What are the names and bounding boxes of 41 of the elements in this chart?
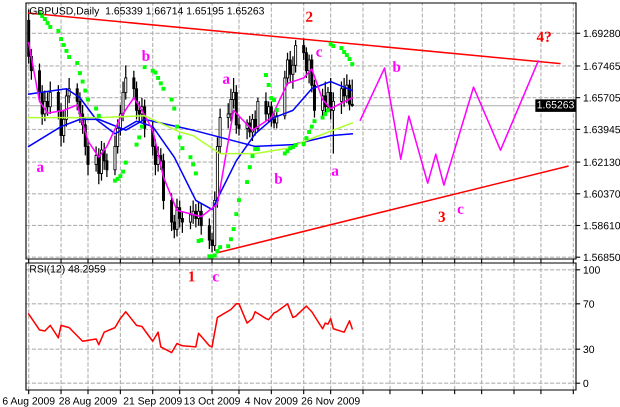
y-tick-label: 1.60370	[584, 190, 620, 198]
annotation: b	[274, 172, 282, 184]
x-tick-label: 13 Oct 2009	[184, 397, 240, 405]
y-tick-label: 1.58610	[584, 222, 620, 230]
chart-title: GBPUSD,Daily 1.65339 1.66714 1.65195 1.65263	[30, 6, 264, 17]
x-tick-label: 4 Nov 2009	[244, 397, 298, 405]
annotation: a	[222, 76, 230, 84]
annotation: 4?	[536, 32, 551, 42]
annotation: c	[316, 49, 322, 57]
x-tick-label: 26 Nov 2009	[302, 397, 360, 405]
x-tick-label: 21 Sep 2009	[124, 397, 182, 407]
y-tick-label: 1.69280	[584, 30, 620, 38]
y-tick-label: 1.62130	[584, 158, 620, 166]
annotation: a	[332, 168, 339, 176]
annotation: 3	[438, 212, 446, 222]
y-tick-label: 30	[583, 346, 594, 354]
y-tick-label: 0	[583, 380, 588, 388]
candlestick	[340, 80, 343, 115]
annotation: b	[392, 61, 400, 72]
x-tick-label: 28 Aug 2009	[59, 397, 117, 407]
annotation: b	[142, 50, 150, 61]
y-tick-label: 70	[583, 300, 594, 308]
chart-title: RSI(12) 48.2959	[30, 264, 106, 275]
line-series	[28, 303, 353, 354]
ref-line-label: 1.65263	[537, 101, 574, 108]
x-tick-label: 6 Aug 2009	[2, 397, 55, 407]
candlestick	[208, 218, 211, 250]
y-tick-label: 1.63945	[584, 126, 620, 134]
line-series	[360, 60, 540, 186]
annotation: 2	[306, 12, 312, 22]
candlestick	[264, 92, 268, 122]
y-tick-label: 100	[584, 266, 600, 274]
annotation: c	[458, 206, 464, 214]
annotation: 1	[188, 271, 195, 282]
candlestick	[48, 80, 52, 115]
annotation: a	[36, 164, 44, 172]
y-tick-label: 1.67465	[584, 62, 620, 70]
annotation: c	[212, 274, 219, 282]
y-tick-label: 1.65705	[584, 94, 620, 102]
y-tick-label: 1.56850	[584, 254, 620, 262]
candlestick	[350, 78, 354, 108]
